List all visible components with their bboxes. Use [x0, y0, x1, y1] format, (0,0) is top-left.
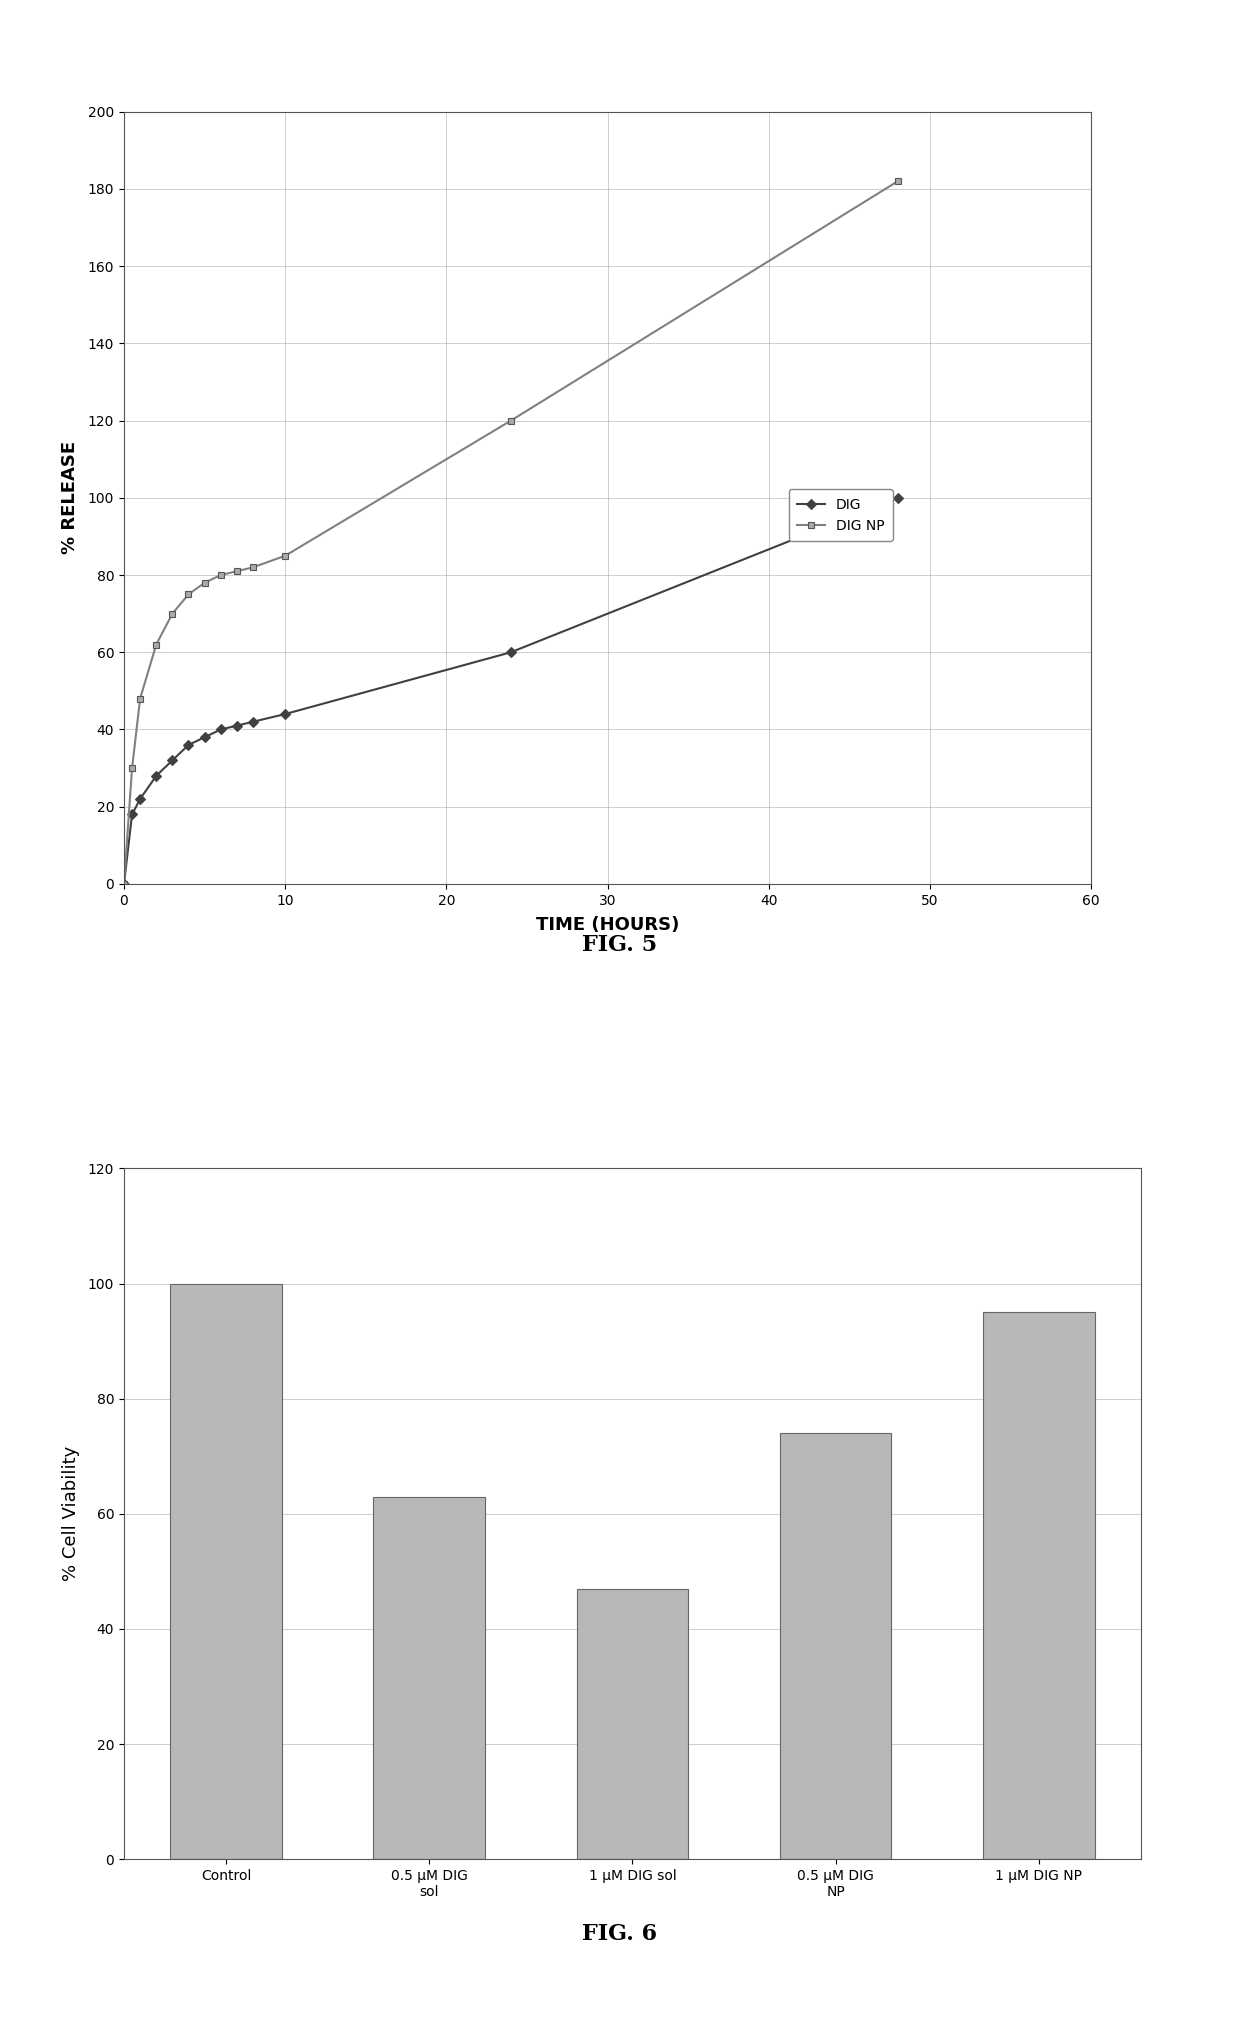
DIG NP	[117, 872, 131, 896]
DIG NP	[197, 571, 212, 595]
DIG NP	[124, 756, 139, 780]
Bar	[373, 1496, 485, 1859]
DIG NP	[890, 169, 905, 193]
DIG	[124, 803, 139, 827]
DIG	[229, 713, 244, 738]
DIG	[181, 734, 196, 758]
DIG NP	[246, 555, 260, 579]
Line: DIG: DIG	[120, 494, 901, 888]
DIG	[213, 717, 228, 742]
Y-axis label: % Cell Viability: % Cell Viability	[62, 1447, 79, 1581]
Y-axis label: % RELEASE: % RELEASE	[62, 441, 79, 555]
DIG NP	[229, 559, 244, 583]
DIG	[278, 701, 293, 725]
DIG	[890, 486, 905, 510]
DIG NP	[181, 583, 196, 608]
DIG NP	[278, 543, 293, 567]
Bar	[780, 1433, 892, 1859]
Bar	[577, 1589, 688, 1859]
DIG	[133, 786, 148, 811]
Line: DIG NP: DIG NP	[120, 177, 901, 888]
DIG	[246, 709, 260, 734]
DIG	[503, 640, 518, 664]
Text: FIG. 6: FIG. 6	[583, 1924, 657, 1945]
DIG	[197, 725, 212, 750]
Text: FIG. 5: FIG. 5	[583, 935, 657, 955]
DIG	[117, 872, 131, 896]
DIG NP	[503, 408, 518, 433]
DIG NP	[133, 687, 148, 711]
DIG NP	[213, 563, 228, 587]
Legend: DIG, DIG NP: DIG, DIG NP	[789, 490, 893, 541]
DIG NP	[165, 601, 180, 626]
X-axis label: TIME (HOURS): TIME (HOURS)	[536, 916, 680, 935]
DIG NP	[149, 632, 164, 656]
Bar	[983, 1313, 1095, 1859]
DIG	[149, 764, 164, 788]
DIG	[165, 748, 180, 772]
Bar	[170, 1284, 281, 1859]
